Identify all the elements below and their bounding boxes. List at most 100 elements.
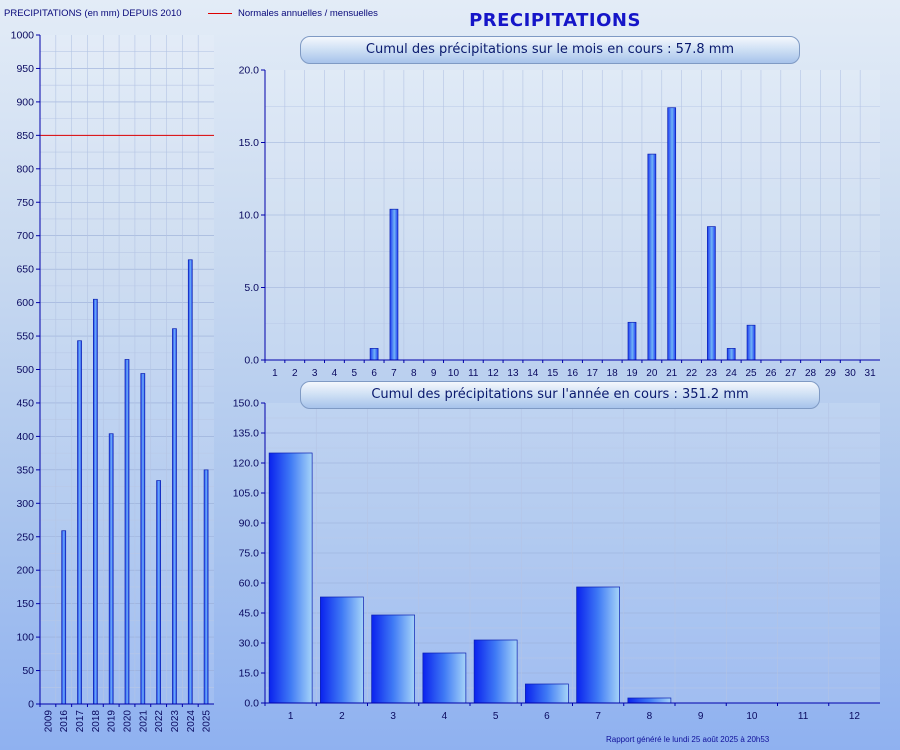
monthly-chart: 0.015.030.045.060.075.090.0105.0120.0135… — [233, 398, 880, 722]
x-tick-label: 29 — [825, 368, 837, 379]
x-tick-label: 13 — [507, 368, 519, 379]
report-footer: Rapport généré le lundi 25 août 2025 à 2… — [606, 735, 770, 744]
yearly-chart-title: PRECIPITATIONS (en mm) DEPUIS 2010 — [4, 8, 182, 19]
y-tick-label: 90.0 — [239, 518, 260, 530]
bar — [647, 153, 657, 361]
y-tick-label: 50 — [22, 665, 34, 677]
y-tick-label: 350 — [16, 464, 34, 476]
x-tick-label: 2024 — [186, 710, 197, 733]
x-tick-label: 27 — [785, 368, 797, 379]
x-tick-label: 9 — [698, 711, 704, 722]
x-tick-label: 10 — [448, 368, 460, 379]
x-tick-label: 2017 — [75, 710, 86, 733]
bar — [473, 639, 518, 704]
bar — [371, 614, 415, 704]
x-tick-label: 10 — [746, 711, 758, 722]
x-tick-label: 30 — [845, 368, 857, 379]
bar — [61, 530, 67, 705]
y-tick-label: 850 — [16, 130, 34, 142]
x-tick-label: 5 — [493, 711, 499, 722]
bar — [707, 226, 716, 361]
x-tick-label: 2019 — [107, 710, 118, 733]
y-tick-label: 250 — [16, 531, 34, 543]
x-tick-label: 2 — [339, 711, 345, 722]
x-tick-label: 28 — [805, 368, 817, 379]
y-tick-label: 650 — [16, 264, 34, 276]
x-tick-label: 17 — [587, 368, 599, 379]
y-tick-label: 120.0 — [233, 458, 259, 470]
x-tick-label: 2020 — [123, 710, 134, 733]
bar — [320, 596, 364, 704]
y-tick-label: 15.0 — [239, 137, 260, 149]
y-tick-label: 550 — [16, 331, 34, 343]
x-tick-label: 12 — [488, 368, 500, 379]
bar — [627, 697, 672, 704]
y-tick-label: 200 — [16, 565, 34, 577]
daily-chart: 0.05.010.015.020.01 2 3 4 5 6 7 8 9 10 11 12 13 14 15 1… — [239, 65, 880, 379]
y-tick-label: 75.0 — [239, 548, 260, 560]
x-tick-label: 20 — [646, 368, 658, 379]
x-tick-label: 4 — [442, 711, 448, 722]
bar — [576, 586, 620, 704]
x-tick-label: 25 — [745, 368, 757, 379]
x-tick-label: 3 — [312, 368, 318, 379]
y-tick-label: 450 — [16, 397, 34, 409]
x-tick-label: 7 — [595, 711, 601, 722]
y-tick-label: 5.0 — [244, 282, 259, 294]
x-tick-label: 7 — [391, 368, 397, 379]
y-tick-label: 600 — [16, 297, 34, 309]
x-tick-label: 6 — [544, 711, 550, 722]
y-tick-label: 150.0 — [233, 398, 259, 410]
x-tick-label: 2021 — [138, 710, 149, 733]
bar — [627, 321, 637, 361]
bar — [172, 328, 177, 705]
x-tick-label: 8 — [647, 711, 653, 722]
y-tick-label: 100 — [16, 632, 34, 644]
legend-label: Normales annuelles / mensuelles — [238, 8, 378, 19]
x-tick-label: 26 — [765, 368, 777, 379]
page-title: PRECIPITATIONS — [469, 10, 641, 31]
x-tick-label: 12 — [849, 711, 861, 722]
y-tick-label: 700 — [16, 230, 34, 242]
normal-line-swatch — [208, 12, 232, 14]
y-tick-label: 45.0 — [239, 608, 260, 620]
x-tick-label: 2022 — [154, 710, 165, 733]
x-tick-label: 24 — [726, 368, 738, 379]
x-tick-label: 2023 — [170, 710, 181, 733]
y-tick-label: 10.0 — [239, 210, 260, 222]
x-tick-label: 6 — [371, 368, 377, 379]
x-tick-label: 31 — [865, 368, 877, 379]
x-tick-label: 15 — [547, 368, 559, 379]
bar — [108, 433, 114, 705]
y-tick-label: 60.0 — [239, 578, 260, 590]
y-tick-label: 15.0 — [239, 668, 260, 680]
bar — [124, 359, 130, 705]
x-tick-label: 22 — [686, 368, 698, 379]
bar — [156, 480, 161, 705]
bar — [140, 373, 146, 705]
bar — [369, 348, 379, 361]
x-tick-label: 11 — [468, 368, 479, 379]
x-tick-label: 2018 — [91, 710, 102, 733]
x-tick-label: 23 — [706, 368, 718, 379]
x-tick-label: 4 — [332, 368, 338, 379]
bar — [203, 469, 209, 705]
bar — [93, 298, 98, 705]
bar — [525, 683, 569, 704]
bar — [389, 208, 399, 361]
daily-chart-title: Cumul des précipitations sur le mois en … — [300, 36, 800, 64]
bar — [726, 348, 736, 361]
bar — [667, 107, 677, 361]
y-tick-label: 800 — [16, 163, 34, 175]
y-tick-label: 950 — [16, 63, 34, 75]
y-tick-label: 300 — [16, 498, 34, 510]
monthly-chart-title: Cumul des précipitations sur l'année en … — [300, 381, 820, 409]
y-tick-label: 750 — [16, 197, 34, 209]
y-tick-label: 150 — [16, 598, 34, 610]
y-tick-label: 0 — [28, 699, 34, 711]
y-tick-label: 20.0 — [239, 65, 260, 77]
x-tick-label: 16 — [567, 368, 579, 379]
y-tick-label: 0.0 — [244, 355, 259, 367]
bar — [77, 340, 82, 705]
